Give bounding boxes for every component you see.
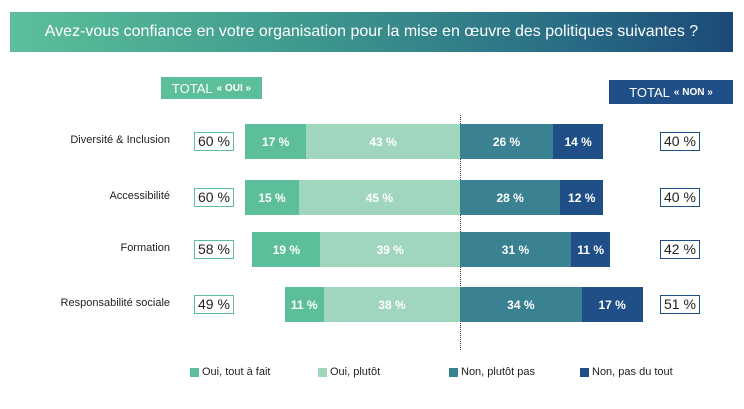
legend-label: Oui, plutôt (330, 366, 381, 378)
bar-segment: 12 % (560, 180, 604, 215)
legend-item: Oui, plutôt (318, 366, 380, 378)
total-non-value: 51 % (660, 295, 700, 314)
legend-label: Non, plutôt pas (461, 366, 535, 378)
bar-segment: 11 % (284, 287, 324, 322)
total-oui-value: 58 % (194, 240, 234, 259)
bar-segment: 17 % (581, 287, 643, 322)
category-label: Responsabilité sociale (60, 297, 170, 309)
total-oui-label: « OUI » (216, 82, 252, 94)
legend-item: Non, plutôt pas (449, 366, 535, 378)
legend-swatch (580, 367, 589, 377)
bar-segment: 15 % (245, 180, 299, 215)
bar-segment: 38 % (323, 287, 460, 322)
legend-swatch (318, 367, 327, 377)
category-label: Diversité & Inclusion (70, 134, 170, 146)
chart-title: Avez-vous confiance en votre organisatio… (10, 12, 733, 52)
bar-segment: 17 % (245, 124, 307, 159)
total-non-value: 40 % (660, 132, 700, 151)
legend-label: Oui, tout à fait (202, 366, 271, 378)
category-label: Accessibilité (109, 190, 170, 202)
bar-segment: 31 % (460, 232, 571, 267)
bar-segment: 11 % (570, 232, 611, 267)
legend-item: Non, pas du tout (580, 366, 673, 378)
legend-item: Oui, tout à fait (190, 366, 270, 378)
total-oui-value: 60 % (194, 188, 234, 207)
total-oui-prefix: TOTAL (171, 80, 213, 96)
bar-segment: 19 % (252, 232, 321, 267)
bar-segment: 45 % (298, 180, 460, 215)
legend-swatch (449, 367, 458, 377)
total-non-prefix: TOTAL (629, 84, 670, 100)
total-non-header: TOTAL « NON » (609, 80, 733, 104)
bar-segment: 28 % (460, 180, 561, 215)
bar-segment: 26 % (460, 124, 554, 159)
bar-segment: 43 % (306, 124, 460, 159)
total-non-value: 40 % (660, 188, 700, 207)
total-oui-header: TOTAL « OUI » (161, 77, 262, 99)
bar-segment: 14 % (553, 124, 604, 159)
total-non-value: 42 % (660, 240, 700, 259)
bar-segment: 34 % (460, 287, 582, 322)
legend-swatch (190, 367, 199, 377)
category-label: Formation (120, 242, 170, 254)
total-oui-value: 49 % (194, 295, 234, 314)
total-non-label: « NON » (673, 86, 713, 98)
total-oui-value: 60 % (194, 132, 234, 151)
legend-label: Non, pas du tout (592, 366, 673, 378)
bar-segment: 39 % (320, 232, 460, 267)
